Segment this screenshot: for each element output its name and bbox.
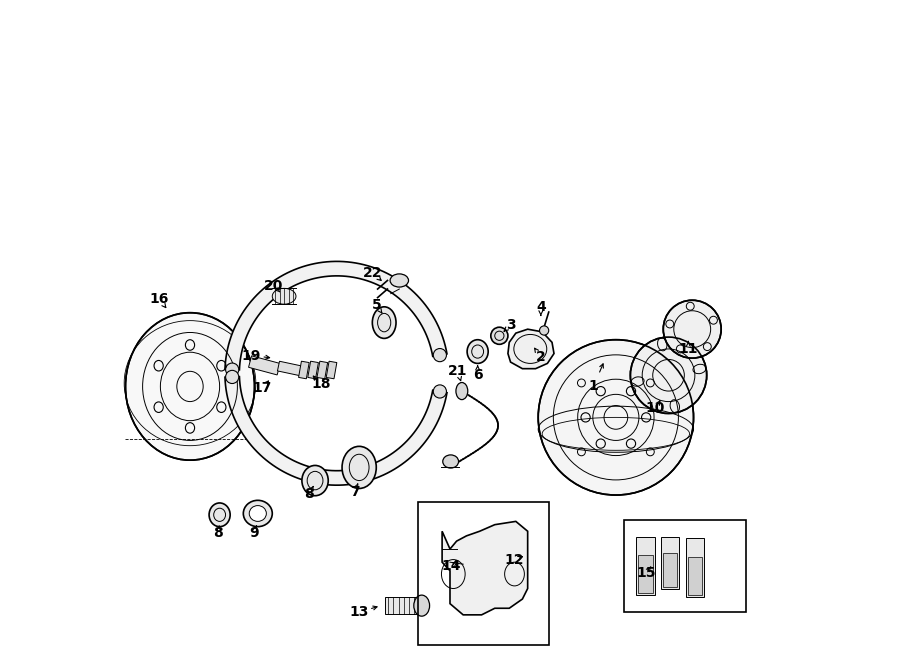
Bar — [418, 502, 549, 645]
Bar — [635, 537, 655, 595]
Text: 15: 15 — [636, 566, 656, 580]
Ellipse shape — [538, 340, 694, 495]
Ellipse shape — [209, 503, 230, 527]
Text: 4: 4 — [536, 301, 545, 315]
Bar — [688, 557, 702, 595]
Bar — [661, 537, 680, 588]
Text: 22: 22 — [363, 266, 382, 280]
Text: 20: 20 — [264, 279, 284, 293]
Ellipse shape — [226, 370, 239, 383]
Ellipse shape — [390, 274, 409, 287]
Polygon shape — [326, 361, 337, 379]
Text: 2: 2 — [536, 350, 545, 364]
Ellipse shape — [433, 385, 446, 398]
Text: 17: 17 — [253, 381, 272, 395]
Ellipse shape — [373, 307, 396, 338]
Polygon shape — [442, 522, 527, 615]
Ellipse shape — [226, 363, 239, 376]
Polygon shape — [508, 329, 554, 369]
Ellipse shape — [456, 383, 468, 400]
Bar — [625, 520, 746, 612]
Bar — [662, 553, 677, 586]
Text: 16: 16 — [149, 292, 169, 306]
Polygon shape — [308, 361, 319, 379]
Text: 8: 8 — [304, 486, 314, 501]
Text: 8: 8 — [213, 526, 223, 540]
Text: 3: 3 — [506, 318, 516, 332]
Bar — [686, 538, 704, 597]
Ellipse shape — [125, 313, 255, 460]
Polygon shape — [317, 361, 328, 379]
Polygon shape — [277, 362, 304, 376]
Text: 12: 12 — [505, 553, 525, 566]
Ellipse shape — [433, 348, 446, 362]
Ellipse shape — [663, 300, 721, 358]
Ellipse shape — [467, 340, 488, 364]
Text: 10: 10 — [645, 401, 665, 415]
Text: 9: 9 — [249, 526, 258, 540]
Polygon shape — [225, 261, 447, 370]
Text: 14: 14 — [442, 559, 461, 573]
Ellipse shape — [491, 327, 508, 344]
Text: 7: 7 — [350, 485, 359, 499]
Ellipse shape — [302, 465, 328, 496]
Text: 13: 13 — [349, 605, 369, 619]
Text: 19: 19 — [241, 348, 261, 362]
Bar — [385, 597, 417, 614]
Polygon shape — [248, 356, 280, 375]
Text: 6: 6 — [472, 368, 482, 382]
Ellipse shape — [443, 455, 459, 468]
Ellipse shape — [243, 500, 273, 527]
Ellipse shape — [630, 337, 707, 413]
Text: 5: 5 — [372, 299, 382, 313]
Text: 18: 18 — [312, 377, 331, 391]
Text: 1: 1 — [589, 379, 598, 393]
Polygon shape — [225, 377, 447, 485]
Polygon shape — [299, 361, 310, 379]
Text: 21: 21 — [448, 364, 468, 378]
Ellipse shape — [249, 506, 266, 522]
Ellipse shape — [342, 446, 376, 488]
Text: 11: 11 — [679, 342, 698, 356]
Bar — [637, 555, 653, 593]
Ellipse shape — [414, 595, 429, 616]
Ellipse shape — [539, 326, 549, 335]
Ellipse shape — [273, 288, 296, 304]
